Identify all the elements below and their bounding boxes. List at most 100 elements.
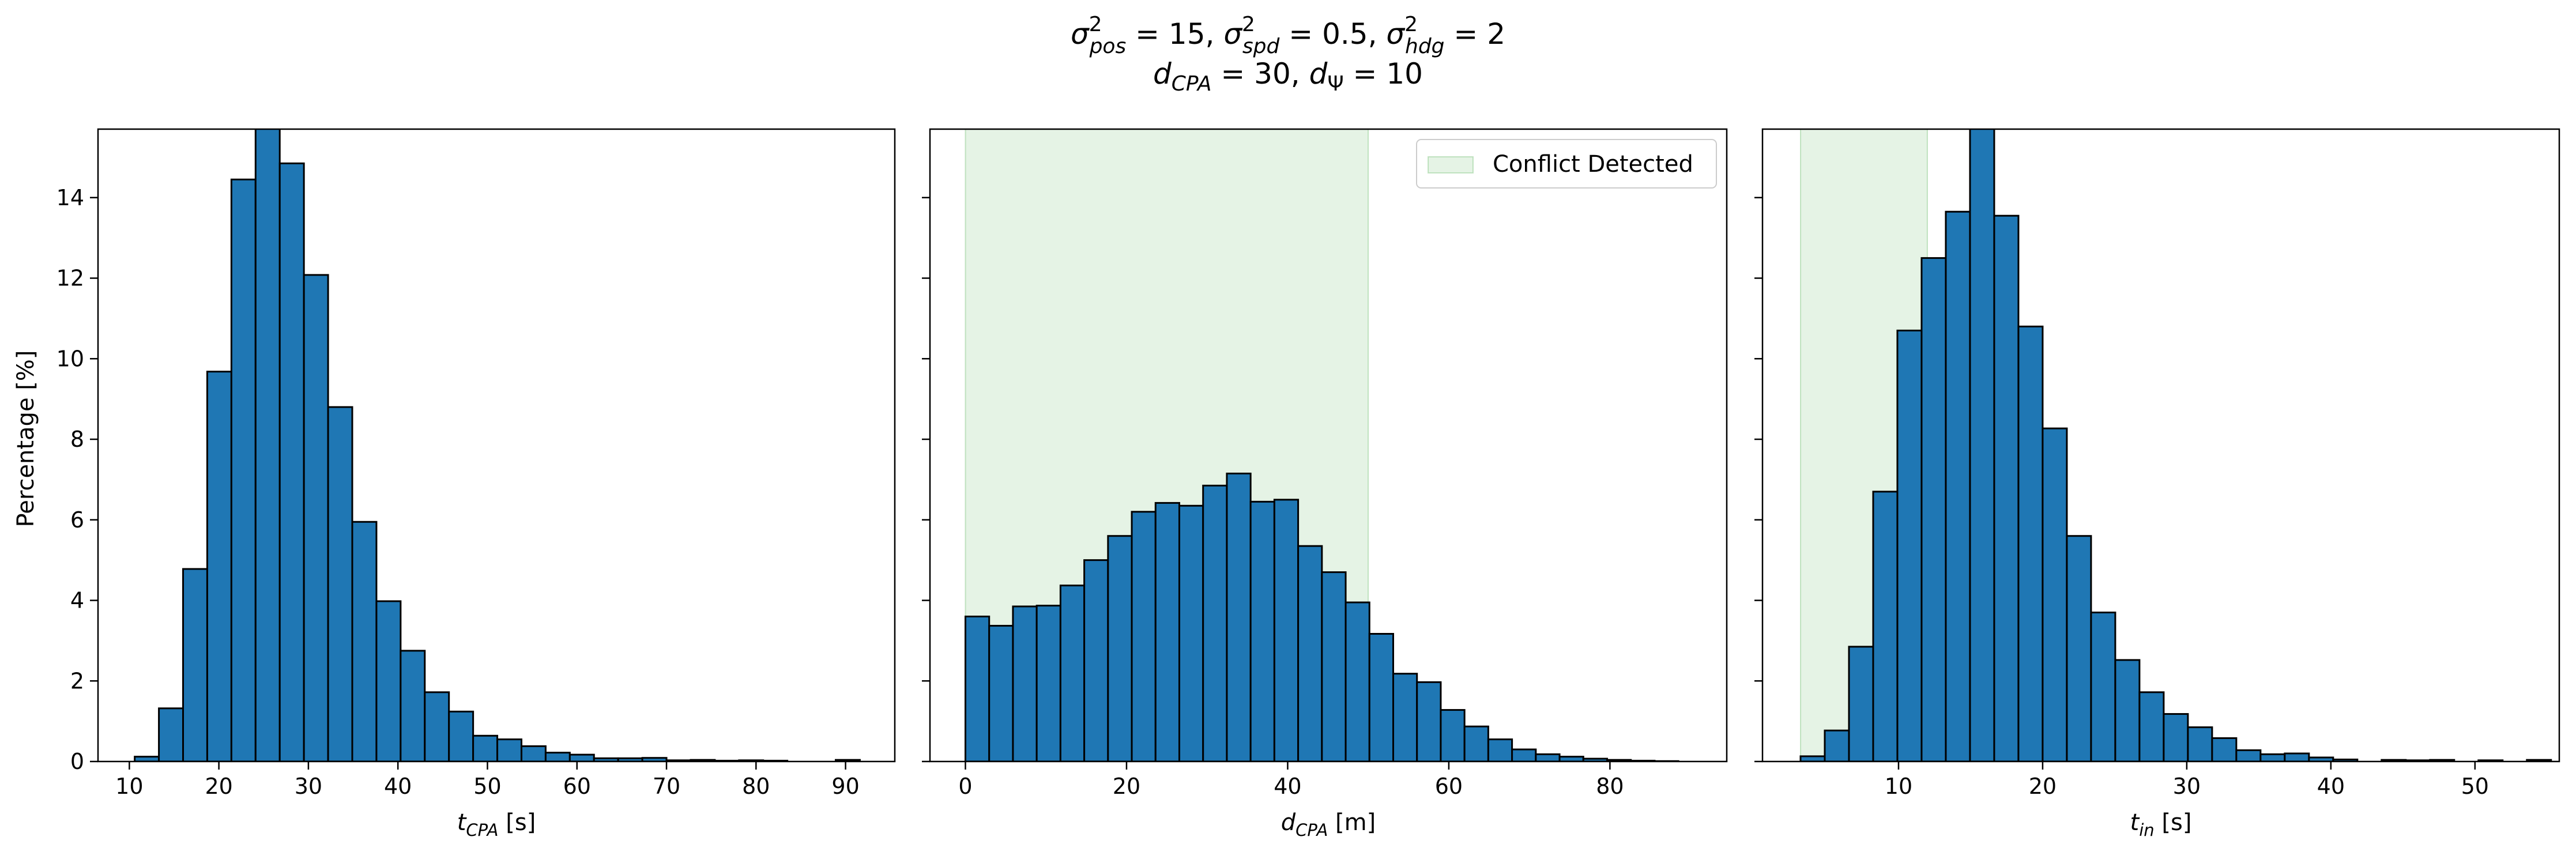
histogram-bar <box>2114 659 2141 761</box>
histogram-bar <box>1297 545 1323 761</box>
axes-frame <box>97 128 896 763</box>
histogram-bar <box>1083 559 1109 761</box>
x-tick-label: 90 <box>831 774 859 799</box>
histogram-bar <box>2090 611 2116 761</box>
histogram-bar <box>1799 755 1826 761</box>
histogram-bar <box>1945 210 1971 761</box>
histogram-bar <box>1463 725 1489 761</box>
histogram-bar <box>1273 499 1300 761</box>
histogram-bar <box>2066 535 2092 761</box>
histogram-bar <box>1321 571 1347 761</box>
axes-frame <box>929 128 1728 763</box>
histogram-bar <box>472 734 499 761</box>
histogram-bar <box>1824 729 1850 761</box>
x-tick-label: 20 <box>205 774 232 799</box>
panels-container: 10 20 30 40 50 60 70 80 90 0 2 4 6 8 10 12 14 tCPA [s] 0 20… <box>57 128 2560 840</box>
histogram-bar <box>2017 325 2044 761</box>
histogram-bar <box>206 371 232 761</box>
histogram-bar <box>1993 214 2020 761</box>
histogram-bar <box>2163 713 2189 761</box>
y-tick-label: 4 <box>70 588 84 613</box>
histogram-bar <box>2259 753 2286 761</box>
y-tick-label: 10 <box>57 346 84 371</box>
histogram-bar <box>1226 472 1252 761</box>
histogram-bar <box>2138 691 2165 761</box>
histogram-bar <box>278 162 305 761</box>
histogram-bar <box>424 691 450 761</box>
histogram-bar <box>1558 756 1584 761</box>
histogram-bar <box>1848 646 1874 761</box>
histogram-bar <box>568 753 595 761</box>
histogram-bar <box>1035 605 1061 761</box>
x-tick-label: 40 <box>1274 774 1301 799</box>
histogram-bar <box>303 274 329 761</box>
histogram-bar <box>1154 502 1180 761</box>
x-tick-label: 0 <box>958 774 972 799</box>
histogram-bar <box>964 615 991 761</box>
title-sigma-spd: σ <box>1223 17 1242 51</box>
histogram-bar <box>182 568 208 761</box>
histogram-bar <box>1059 585 1086 761</box>
x-tick-label: 20 <box>1113 774 1140 799</box>
x-tick-label: 70 <box>653 774 680 799</box>
histogram-bar <box>230 178 257 761</box>
histogram-bar <box>544 752 571 761</box>
title-sigma-hdg: σ <box>1386 17 1405 51</box>
histogram-bars <box>1799 129 2552 761</box>
histogram-bar <box>2211 737 2238 761</box>
histogram-bar <box>448 710 474 761</box>
histogram-bar <box>2284 752 2310 761</box>
histogram-bar <box>520 745 547 761</box>
histogram-bar <box>2042 427 2068 761</box>
histogram-bar <box>1131 511 1157 761</box>
figure-title-line-1: σ2 pos = 15, σ2 spd = 0.5, σ2 hdg = 2 <box>1071 13 1505 58</box>
y-tick-label: 2 <box>70 668 84 693</box>
x-tick-label: 50 <box>473 774 501 799</box>
histogram-bar <box>1392 673 1418 761</box>
histogram-bar <box>351 521 378 761</box>
histogram-bar <box>1896 329 1923 761</box>
axes-frame <box>1761 128 2560 763</box>
histogram-bar <box>1487 738 1513 761</box>
x-tick-label: 80 <box>1596 774 1624 799</box>
x-tick-label: 40 <box>2317 774 2345 799</box>
histogram-bar <box>1012 605 1038 761</box>
histogram-panel-1: 10 20 30 40 50 60 70 80 90 0 2 4 6 8 10 12 14 tCPA [s] <box>57 128 896 840</box>
histogram-bar <box>254 129 281 761</box>
histogram-bar <box>1249 500 1275 761</box>
y-tick-label: 8 <box>70 427 84 452</box>
x-axis-label: tCPA [s] <box>457 809 536 840</box>
histogram-bar <box>1511 748 1537 761</box>
histogram-bar <box>988 625 1014 761</box>
x-tick-label: 50 <box>2461 774 2489 799</box>
x-tick-label: 40 <box>384 774 412 799</box>
histogram-bar <box>1416 681 1442 761</box>
x-tick-label: 80 <box>742 774 770 799</box>
histogram-bar <box>1969 129 1995 761</box>
histogram-bar <box>1345 601 1370 761</box>
histogram-bar <box>2187 726 2213 761</box>
legend-label: Conflict Detected <box>1493 151 1693 178</box>
histogram-bar <box>1872 491 1899 761</box>
histogram-bar <box>2235 749 2262 761</box>
x-tick-label: 20 <box>2029 774 2057 799</box>
histogram-bars <box>134 129 861 761</box>
title-sigma-pos: σ <box>1071 17 1090 51</box>
histogram-bar <box>1178 504 1204 761</box>
x-tick-label: 60 <box>563 774 591 799</box>
histogram-panel-2: 0 20 40 60 80 dCPA [m] Conflict Detected <box>922 128 1728 840</box>
figure-title-line-2: dCPA = 30, dΨ = 10 <box>1153 57 1423 96</box>
histogram-bars <box>964 472 1679 761</box>
x-tick-label: 10 <box>115 774 143 799</box>
histogram-bar <box>1440 709 1466 761</box>
x-axis-label: tin [s] <box>2130 809 2192 840</box>
x-tick-label: 60 <box>1435 774 1463 799</box>
histogram-bar <box>496 738 522 761</box>
x-axis-label: dCPA [m] <box>1281 809 1376 840</box>
y-axis-label: Percentage [%] <box>13 350 39 527</box>
histogram-bar <box>1107 535 1133 761</box>
y-tick-label: 0 <box>70 749 84 774</box>
legend-swatch <box>1428 156 1474 174</box>
legend-box <box>1416 139 1717 189</box>
y-tick-label: 14 <box>57 185 84 210</box>
